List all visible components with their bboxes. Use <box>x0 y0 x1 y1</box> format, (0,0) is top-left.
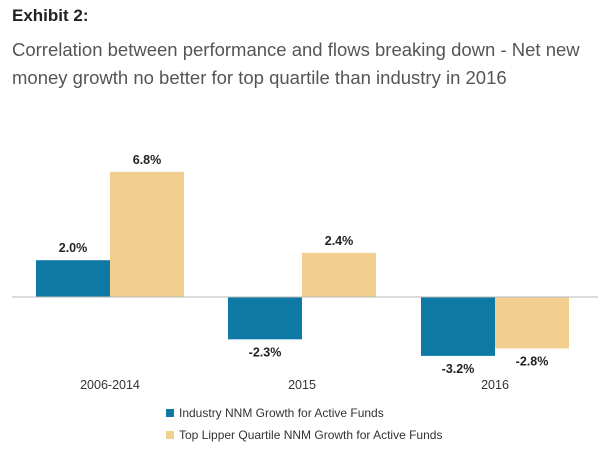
exhibit-label: Exhibit 2: <box>12 6 89 25</box>
chart-title: Correlation between performance and flow… <box>12 39 580 88</box>
bar-top-quartile-1 <box>302 252 376 297</box>
legend-swatch-top-quartile <box>166 431 174 439</box>
legend-label-industry: Industry NNM Growth for Active Funds <box>179 406 384 420</box>
data-label-top-quartile-0: 6.8% <box>133 153 162 167</box>
legend-swatch-industry <box>166 409 174 417</box>
category-label-1: 2015 <box>288 378 316 392</box>
legend-label-top-quartile: Top Lipper Quartile NNM Growth for Activ… <box>179 428 443 442</box>
bar-industry-0 <box>36 260 110 297</box>
legend-item-top-quartile: Top Lipper Quartile NNM Growth for Activ… <box>166 424 442 446</box>
bar-industry-2 <box>421 297 495 356</box>
legend: Industry NNM Growth for Active Funds Top… <box>166 402 442 446</box>
category-label-2: 2016 <box>481 378 509 392</box>
bar-top-quartile-0 <box>110 171 184 297</box>
data-label-top-quartile-1: 2.4% <box>325 234 354 248</box>
data-label-industry-1: -2.3% <box>249 345 282 359</box>
data-label-industry-2: -3.2% <box>442 362 475 376</box>
bar-top-quartile-2 <box>495 297 569 349</box>
legend-item-industry: Industry NNM Growth for Active Funds <box>166 402 442 424</box>
data-label-industry-0: 2.0% <box>59 241 88 255</box>
bar-chart: 2.0% -2.3% -3.2% 6.8% 2.4% -2.8% 2006-2014 2015… <box>12 153 598 392</box>
bar-industry-1 <box>228 297 302 340</box>
data-label-top-quartile-2: -2.8% <box>516 355 549 369</box>
category-label-0: 2006-2014 <box>80 378 140 392</box>
